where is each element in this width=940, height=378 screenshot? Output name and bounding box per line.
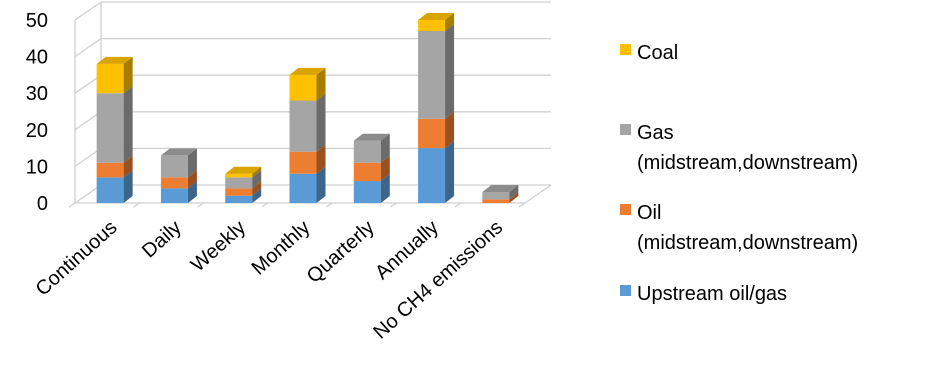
- bar-continuous-coal-top: [96, 56, 133, 64]
- legend-label-upstream: Upstream oil/gas: [637, 283, 788, 305]
- gridline-side-50: [74, 1, 102, 21]
- bar-annually-coal-top: [418, 13, 455, 20]
- bar-monthly-coal-side: [316, 67, 326, 101]
- legend-item-upstream: Upstream oil/gas: [620, 279, 937, 309]
- bar-annually-oil-midstream-downstream: [418, 118, 446, 149]
- bar-annually-gas-midstream-downstream-side: [445, 23, 455, 119]
- x-tick: [261, 202, 269, 208]
- bar-weekly-gas-midstream-downstream-side: [252, 170, 262, 189]
- y-tick-label: 50: [26, 10, 48, 32]
- bar-continuous-coal-side: [123, 56, 133, 94]
- bar-weekly-oil-midstream-downstream: [225, 188, 253, 196]
- bar-daily-upstream-oil-gas-side: [187, 181, 197, 203]
- legend-label-gas: Gas (midstream,downstream): [637, 122, 859, 174]
- bar-annually-coal-side: [445, 13, 455, 31]
- legend-item-oil: Oil (midstream,downstream): [620, 198, 937, 258]
- bar-no-ch4-emissions-oil-midstream-downstream: [482, 199, 510, 203]
- bar-continuous-upstream-oil-gas-side: [123, 170, 133, 203]
- y-tick-label: 0: [37, 193, 48, 215]
- bar-daily-gas-midstream-downstream: [160, 155, 188, 178]
- x-tick: [454, 202, 462, 208]
- bar-quarterly-oil-midstream-downstream: [353, 162, 381, 182]
- x-tick: [197, 202, 204, 208]
- bar-quarterly-gas-midstream-downstream-top: [353, 133, 390, 141]
- bar-no-ch4-emissions-gas-midstream-downstream: [482, 192, 510, 200]
- bar-weekly-oil-midstream-downstream-side: [252, 181, 262, 196]
- bar-monthly-upstream-oil-gas-side: [316, 166, 326, 203]
- x-tick: [518, 202, 526, 208]
- legend-item-gas: Gas (midstream,downstream): [620, 118, 937, 178]
- bar-monthly-gas-midstream-downstream: [289, 100, 317, 152]
- bar-weekly-coal: [225, 173, 253, 178]
- bar-weekly-gas-midstream-downstream: [225, 177, 253, 189]
- y-tick-label: 10: [26, 156, 48, 178]
- y-tick-label: 30: [26, 83, 48, 105]
- bar-continuous-gas-midstream-downstream: [96, 93, 124, 163]
- x-tick-label: Weekly: [187, 216, 250, 276]
- bar-weekly-upstream-oil-gas-side: [252, 188, 262, 203]
- bar-weekly-upstream-oil-gas: [225, 195, 253, 203]
- x-tick-label: Quarterly: [303, 216, 379, 287]
- bar-daily-oil-midstream-downstream: [160, 177, 188, 189]
- bar-daily-gas-midstream-downstream-side: [187, 148, 197, 178]
- bar-annually-coal: [418, 20, 446, 31]
- legend-swatch-oil: [620, 204, 631, 215]
- bar-weekly-coal-side: [252, 166, 262, 178]
- legend-swatch-coal: [620, 44, 631, 55]
- bar-daily-oil-midstream-downstream-side: [187, 170, 197, 189]
- bar-annually-upstream-oil-gas: [418, 148, 446, 203]
- y-tick-label: 20: [26, 120, 48, 142]
- y-tick-label: 40: [26, 47, 48, 69]
- bar-weekly-coal-top: [225, 166, 262, 174]
- bar-daily-upstream-oil-gas: [160, 188, 188, 203]
- x-tick: [132, 202, 140, 208]
- x-tick-label: Daily: [138, 216, 186, 262]
- bar-quarterly-oil-midstream-downstream-side: [380, 155, 390, 182]
- legend-item-coal: Coal: [620, 38, 937, 68]
- bar-monthly-coal-top: [289, 67, 326, 75]
- bar-no-ch4-emissions-gas-midstream-downstream-side: [509, 185, 519, 200]
- bar-continuous-oil-midstream-downstream-side: [123, 155, 133, 178]
- x-tick-label: Continuous: [32, 216, 122, 300]
- bar-monthly-oil-midstream-downstream: [289, 151, 317, 174]
- bar-continuous-upstream-oil-gas: [96, 177, 124, 203]
- legend-swatch-gas: [620, 124, 631, 135]
- legend-swatch-upstream: [620, 285, 631, 296]
- bar-continuous-coal: [96, 63, 124, 94]
- bar-quarterly-gas-midstream-downstream-side: [380, 133, 390, 163]
- x-tick: [390, 202, 397, 208]
- bar-monthly-coal: [289, 74, 317, 101]
- bar-daily-gas-midstream-downstream-top: [160, 148, 197, 156]
- bar-continuous-gas-midstream-downstream-side: [123, 86, 133, 163]
- bar-annually-gas-midstream-downstream: [418, 30, 446, 119]
- bar-quarterly-gas-midstream-downstream: [353, 140, 381, 163]
- x-tick: [325, 202, 333, 208]
- bar-continuous-oil-midstream-downstream: [96, 162, 124, 178]
- bar-annually-upstream-oil-gas-side: [445, 141, 455, 203]
- bar-quarterly-upstream-oil-gas-side: [380, 174, 390, 203]
- legend-label-oil: Oil (midstream,downstream): [637, 202, 859, 254]
- bar-no-ch4-emissions-oil-midstream-downstream-side: [509, 192, 519, 203]
- floor-right-edge: [524, 184, 552, 204]
- bar-annually-oil-midstream-downstream-side: [445, 111, 455, 149]
- bar-monthly-upstream-oil-gas: [289, 173, 317, 203]
- bar-quarterly-upstream-oil-gas: [353, 181, 381, 203]
- bar-monthly-gas-midstream-downstream-side: [316, 93, 326, 152]
- legend-label-coal: Coal: [637, 42, 679, 64]
- bar-no-ch4-emissions-gas-midstream-downstream-top: [482, 185, 519, 193]
- gridline-side-40: [74, 38, 102, 58]
- x-tick: [68, 202, 76, 208]
- bar-monthly-oil-midstream-downstream-side: [316, 144, 326, 174]
